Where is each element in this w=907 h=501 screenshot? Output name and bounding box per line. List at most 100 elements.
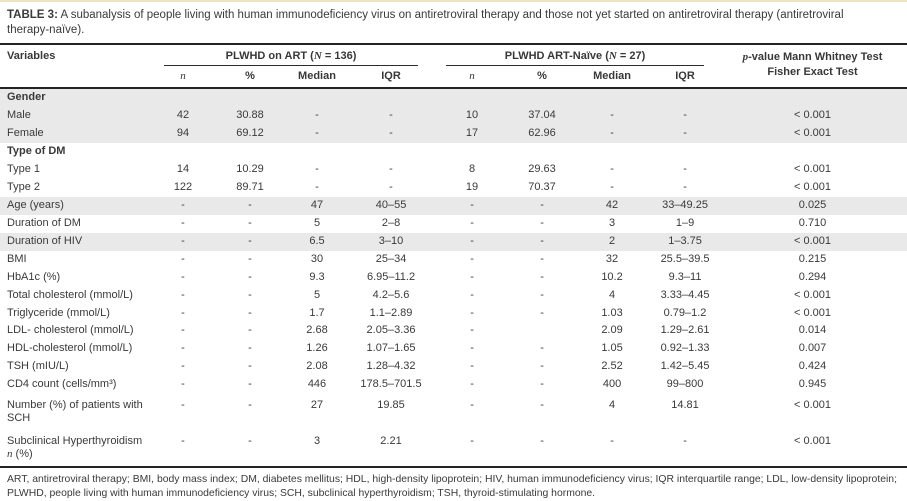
value-cell: 0.710 <box>718 214 907 233</box>
subcol-art-pct: % <box>245 69 255 82</box>
value-cell: 2.08 <box>284 358 350 377</box>
value-cell: - <box>150 286 216 305</box>
value-cell: 3 <box>572 214 653 233</box>
variables-header: Variables <box>7 49 56 62</box>
value-cell: 30.88 <box>216 106 284 125</box>
group-art-suffix: = 136) <box>321 49 357 62</box>
value-cell <box>432 142 513 161</box>
table-header: Variables PLWHD on ART (N = 136) PLWHD A… <box>0 44 907 88</box>
value-cell: - <box>284 124 350 143</box>
table-number-label: TABLE 3: <box>7 9 58 21</box>
value-cell: 14 <box>150 160 216 179</box>
value-cell <box>350 142 433 161</box>
table-row: Female 94 69.12- -17 62.96- - < 0.001 <box>0 124 907 143</box>
variable-label: Type 1 <box>0 160 150 179</box>
variable-label: LDL- cholesterol (mmol/L) <box>0 322 150 341</box>
value-cell: - <box>512 214 573 233</box>
variable-label: Triglyceride (mmol/L) <box>0 304 150 323</box>
value-cell: - <box>512 430 573 468</box>
value-cell: - <box>284 160 350 179</box>
table-row: CD4 count (cells/mm³) - -446 178.5–701.5- -4… <box>0 376 907 395</box>
value-cell <box>150 142 216 161</box>
value-cell <box>652 142 719 161</box>
value-cell: - <box>216 250 284 269</box>
value-cell: 42 <box>150 106 216 125</box>
value-cell: - <box>432 286 513 305</box>
value-cell: 10 <box>432 106 513 125</box>
value-cell: 5 <box>284 286 350 305</box>
value-cell: 1.1–2.89 <box>350 304 433 323</box>
value-cell: - <box>216 430 284 468</box>
group-naive-prefix: PLWHD ART-Naïve ( <box>504 49 609 62</box>
value-cell: - <box>432 322 513 341</box>
pvalue-p-symbol: p <box>742 50 749 63</box>
value-cell: - <box>512 286 573 305</box>
value-cell <box>150 87 216 107</box>
table-row: Number (%) of patients with SCH - -27 19.85… <box>0 394 907 431</box>
value-cell: 47 <box>284 196 350 215</box>
variable-label: Duration of HIV <box>0 232 150 251</box>
variable-label: Gender <box>0 87 150 107</box>
footnote-line1: ART, antiretroviral therapy; BMI, body m… <box>7 474 897 486</box>
value-cell: - <box>432 250 513 269</box>
value-cell: < 0.001 <box>718 178 907 197</box>
variable-label: Total cholesterol (mmol/L) <box>0 286 150 305</box>
value-cell <box>512 322 573 341</box>
value-cell: - <box>652 124 719 143</box>
table-row: Type of DM <box>0 142 907 161</box>
value-cell: - <box>432 214 513 233</box>
variable-label: Type of DM <box>0 142 150 161</box>
variable-label: Subclinical Hyperthyroidism n (%) <box>0 430 150 468</box>
value-cell: < 0.001 <box>718 124 907 143</box>
value-cell: - <box>216 232 284 251</box>
value-cell: - <box>652 106 719 125</box>
value-cell <box>216 142 284 161</box>
value-cell: - <box>150 232 216 251</box>
value-cell: 30 <box>284 250 350 269</box>
value-cell: - <box>350 124 433 143</box>
value-cell: 4.2–5.6 <box>350 286 433 305</box>
value-cell: 2.21 <box>350 430 433 468</box>
value-cell: 99–800 <box>652 376 719 395</box>
variable-label: Male <box>0 106 150 125</box>
value-cell: - <box>150 358 216 377</box>
table-row: Type 1 14 10.29- -8 29.63- - < 0.001 <box>0 160 907 179</box>
variable-label: CD4 count (cells/mm³) <box>0 376 150 395</box>
group-art-nvar: N <box>313 49 322 62</box>
value-cell: - <box>572 106 653 125</box>
value-cell: - <box>216 394 284 431</box>
value-cell: 69.12 <box>216 124 284 143</box>
value-cell: 1.07–1.65 <box>350 340 433 359</box>
value-cell: 25–34 <box>350 250 433 269</box>
value-cell: - <box>284 178 350 197</box>
value-cell: - <box>216 322 284 341</box>
value-cell <box>284 142 350 161</box>
table-row: BMI - -30 25–34- -32 25.5–39.5 0.215 <box>0 250 907 269</box>
value-cell: 37.04 <box>512 106 573 125</box>
value-cell: 0.007 <box>718 340 907 359</box>
value-cell: - <box>432 358 513 377</box>
value-cell: - <box>512 232 573 251</box>
table-row: HbA1c (%) - -9.3 6.95–11.2- -10.2 9.3–11 0.294 <box>0 268 907 287</box>
group-naive-suffix: = 27) <box>616 49 646 62</box>
table-row: HDL-cholesterol (mmol/L) - -1.26 1.07–1.65-… <box>0 340 907 359</box>
value-cell: - <box>216 214 284 233</box>
table-caption-line1: A subanalysis of people living with huma… <box>57 9 844 21</box>
value-cell: 1–9 <box>652 214 719 233</box>
value-cell: < 0.001 <box>718 304 907 323</box>
table-row: Type 2 122 89.71- -19 70.37- - < 0.001 <box>0 178 907 197</box>
value-cell: 10.2 <box>572 268 653 287</box>
value-cell: 2–8 <box>350 214 433 233</box>
value-cell <box>718 142 907 161</box>
value-cell: - <box>512 268 573 287</box>
value-cell: 0.92–1.33 <box>652 340 719 359</box>
value-cell: 0.294 <box>718 268 907 287</box>
table-row: Triglyceride (mmol/L) - -1.7 1.1–2.89- -1.03… <box>0 304 907 323</box>
value-cell: 27 <box>284 394 350 431</box>
table-row: Gender <box>0 87 907 107</box>
value-cell: < 0.001 <box>718 430 907 468</box>
value-cell: - <box>432 268 513 287</box>
group-header-naive: PLWHD ART-Naïve (N = 27) <box>432 44 718 66</box>
group-naive-nvar: N <box>608 49 617 62</box>
